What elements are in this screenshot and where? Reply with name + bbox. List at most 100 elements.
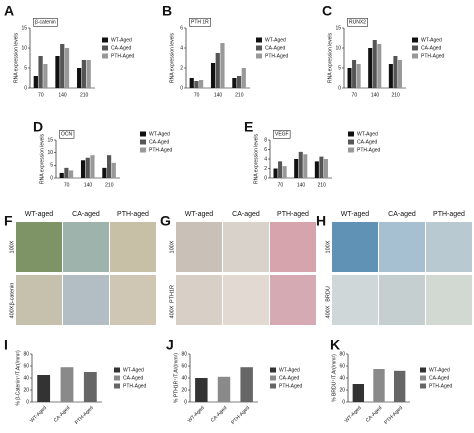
legend-swatch [412,37,418,43]
bar [194,81,199,88]
bar [377,44,382,88]
bar [60,44,65,88]
bar [199,80,204,88]
title-box [59,130,75,139]
column-label: CA-aged [72,211,100,218]
bar [85,157,90,178]
bar [298,151,303,178]
legend-swatch [114,367,120,373]
legend-swatch [256,53,262,59]
legend-label: CA-Aged [279,375,300,381]
column-label: PTH-aged [117,211,149,218]
y-tick-label: 10 [47,150,53,156]
y-tick-label: 60 [339,363,345,369]
legend-label: WT-Aged [123,367,144,373]
y-tick-label: 4 [264,156,267,162]
micrograph [379,275,425,325]
legend-label: PTH-Aged [265,53,289,59]
panel-letter: A [4,3,14,19]
legend-swatch [348,139,354,145]
y-axis-label: RNA expression levels [39,133,45,184]
stain-label: β-catenin [9,283,15,306]
micrograph [379,222,425,272]
legend-swatch [348,131,354,137]
bar [303,154,308,178]
x-tick-label: 70 [278,182,284,188]
x-tick-label: PTH-Aged [74,405,95,426]
row-label: 100X [9,240,15,253]
legend-label: CA-Aged [429,375,450,381]
y-tick-label: 2 [180,65,183,71]
y-tick-label: 60 [181,363,187,369]
y-tick-label: 10 [335,45,341,51]
x-tick-label: 70 [38,92,44,98]
y-tick-label: 0 [264,175,267,181]
panel-letter: I [4,337,8,353]
legend-swatch [102,45,108,51]
legend-label: PTH-Aged [279,383,303,389]
x-tick-label: 210 [80,92,89,98]
bar [195,378,208,402]
panel-letter: K [330,337,340,353]
column-label: WT-aged [185,211,214,218]
legend-label: PTH-Aged [111,53,135,59]
y-tick-label: 0 [24,85,27,91]
legend-label: WT-Aged [149,131,170,137]
legend-label: CA-Aged [123,375,144,381]
row-label: 400X [169,305,175,318]
x-tick-label: CA-Aged [365,405,384,424]
bar [37,375,51,402]
legend-swatch [412,53,418,59]
legend-label: PTH-Aged [123,383,147,389]
y-axis-label: RNA expression levels [253,133,259,184]
bar [273,168,278,178]
x-tick-label: CA-Aged [210,405,229,424]
micrograph [426,222,472,272]
legend-label: WT-Aged [279,367,300,373]
y-tick-label: 15 [335,25,341,31]
column-label: CA-aged [232,211,260,218]
chart-title: VEGF [275,131,289,137]
bar [217,376,231,402]
bar [294,159,299,178]
legend-label: CA-Aged [111,45,132,51]
x-tick-label: 70 [352,92,358,98]
legend-swatch [114,383,120,389]
column-label: PTH-aged [277,211,309,218]
row-label: 100X [169,240,175,253]
y-tick-label: 80 [23,351,29,357]
y-tick-label: 80 [339,351,345,357]
micrograph [223,275,269,325]
micrograph [332,222,378,272]
y-tick-label: 15 [21,25,27,31]
bar [33,76,38,88]
stain-label: BRDU [325,286,331,302]
micrograph [16,222,62,272]
bar [59,172,64,178]
bar [210,63,216,88]
bar [352,384,365,402]
micrograph [63,222,109,272]
legend-swatch [102,37,108,43]
legend-swatch [420,383,426,389]
micrograph [63,275,109,325]
legend-label: PTH-Aged [429,383,453,389]
bar [106,155,112,178]
bar [314,161,319,178]
y-axis-label: % PTH1R⁺/T.Ar(/mm²) [173,353,179,403]
y-tick-label: 5 [338,65,341,71]
y-tick-label: 5 [50,163,53,169]
legend-label: WT-Aged [421,37,442,43]
title-box [347,18,368,27]
legend-swatch [140,131,146,137]
micrograph [176,275,222,325]
bar [373,369,385,402]
micrograph [332,275,378,325]
x-tick-label: WT-Aged [187,405,206,424]
bar [356,64,361,88]
title-box [273,130,291,139]
bar [240,367,253,402]
panel-letter: E [244,119,253,135]
chart-title: β-catenin [35,19,56,25]
x-tick-label: 70 [64,182,70,188]
